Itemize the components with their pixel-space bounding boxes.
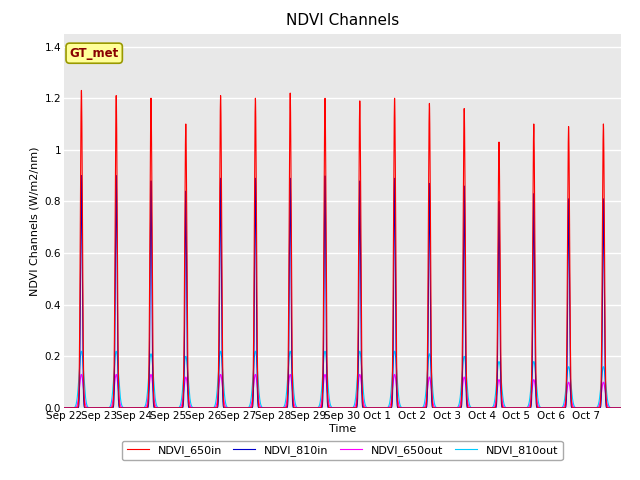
- NDVI_810in: [77, 173, 85, 179]
- NDVI_650out: [414, 405, 422, 411]
- Line: NDVI_810in: NDVI_810in: [64, 176, 621, 408]
- NDVI_810in: [60, 405, 68, 411]
- NDVI_650in: [77, 87, 85, 93]
- NDVI_810in: [88, 405, 96, 411]
- NDVI_810in: [262, 405, 269, 411]
- NDVI_650out: [617, 405, 625, 411]
- Y-axis label: NDVI Channels (W/m2/nm): NDVI Channels (W/m2/nm): [29, 146, 39, 296]
- NDVI_650in: [617, 405, 625, 411]
- NDVI_650in: [390, 222, 397, 228]
- NDVI_650in: [88, 405, 96, 411]
- NDVI_650out: [60, 405, 68, 411]
- NDVI_810out: [88, 405, 96, 411]
- NDVI_650in: [473, 405, 481, 411]
- NDVI_650out: [262, 405, 269, 411]
- NDVI_810out: [77, 348, 85, 354]
- NDVI_650out: [503, 405, 511, 411]
- NDVI_810out: [617, 405, 625, 411]
- NDVI_810in: [617, 405, 625, 411]
- NDVI_810in: [390, 298, 397, 303]
- Line: NDVI_650out: NDVI_650out: [64, 374, 621, 408]
- NDVI_810out: [414, 405, 422, 411]
- Line: NDVI_650in: NDVI_650in: [64, 90, 621, 408]
- NDVI_650out: [77, 372, 85, 377]
- Line: NDVI_810out: NDVI_810out: [64, 351, 621, 408]
- NDVI_650in: [262, 405, 269, 411]
- NDVI_810out: [473, 405, 481, 411]
- Legend: NDVI_650in, NDVI_810in, NDVI_650out, NDVI_810out: NDVI_650in, NDVI_810in, NDVI_650out, NDV…: [122, 441, 563, 460]
- NDVI_810out: [262, 405, 269, 411]
- NDVI_810out: [60, 405, 68, 411]
- NDVI_650in: [60, 405, 68, 411]
- NDVI_650out: [473, 405, 481, 411]
- NDVI_810out: [390, 354, 397, 360]
- NDVI_650out: [88, 405, 96, 411]
- X-axis label: Time: Time: [329, 423, 356, 433]
- Text: GT_met: GT_met: [70, 47, 119, 60]
- NDVI_810out: [503, 405, 511, 411]
- NDVI_810in: [473, 405, 481, 411]
- NDVI_650in: [503, 405, 511, 411]
- NDVI_650in: [414, 405, 422, 411]
- NDVI_810in: [414, 405, 422, 411]
- Title: NDVI Channels: NDVI Channels: [286, 13, 399, 28]
- NDVI_650out: [390, 376, 397, 382]
- NDVI_810in: [503, 405, 511, 411]
